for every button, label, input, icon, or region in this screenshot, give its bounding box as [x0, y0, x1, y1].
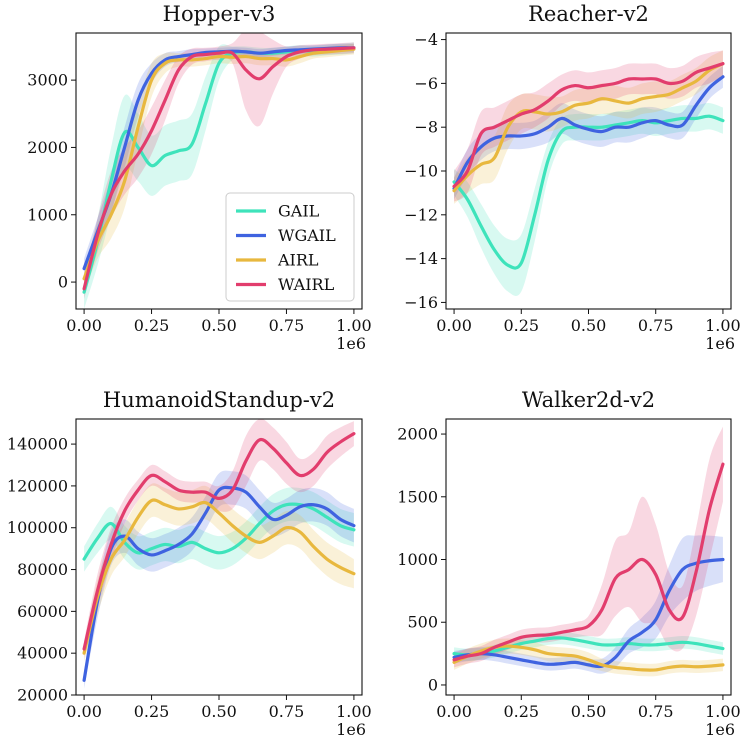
y-tick-label: 2000	[397, 425, 438, 444]
x-tick-label: 0.50	[571, 702, 607, 721]
y-tick-label: 1000	[397, 550, 438, 569]
series-line-wgail	[452, 75, 725, 191]
y-tick-label: −16	[404, 293, 438, 312]
y-tick-label: −8	[414, 118, 438, 137]
series-line-airl	[452, 62, 725, 193]
band-gail	[84, 42, 354, 309]
x-tick-label: 0.75	[269, 702, 305, 721]
series-line-wairl	[82, 432, 356, 651]
x-scale-label: 1e6	[705, 720, 735, 739]
x-tick-label: 0.25	[134, 702, 170, 721]
series-line-wairl	[452, 462, 725, 662]
x-scale-label: 1e6	[705, 334, 735, 353]
series-line-airl	[82, 498, 356, 655]
series-line-gail	[452, 114, 725, 270]
y-tick-label: 0	[428, 675, 438, 694]
y-tick-label: 3000	[27, 71, 68, 90]
x-tick-label: 0.25	[134, 316, 170, 335]
y-tick-label: 60000	[17, 602, 68, 621]
chart-title: Reacher-v2	[528, 2, 649, 26]
legend-box	[225, 192, 355, 302]
x-tick-label: 0.75	[638, 702, 674, 721]
y-tick-label: −10	[404, 162, 438, 181]
y-tick-label: −12	[404, 205, 438, 224]
band-gail	[454, 631, 723, 662]
x-tick-label: 0.00	[436, 702, 472, 721]
panel-humanoidstandup-v2: HumanoidStandup-v2 1e6 0.00 0.25 0.50 0.75 1…	[7, 388, 372, 739]
x-tick-label: 1.00	[705, 316, 741, 335]
x-tick-label: 1.00	[705, 702, 741, 721]
x-tick-label: 0.00	[66, 702, 102, 721]
plot-area	[82, 419, 356, 689]
series-line-wgail	[452, 557, 725, 669]
x-scale-label: 1e6	[336, 720, 366, 739]
plot-area	[82, 33, 356, 309]
y-tick-label: −4	[414, 30, 438, 49]
y-tick-label: 2000	[27, 138, 68, 157]
series-line-gail	[452, 636, 725, 657]
x-tick-label: 0.75	[638, 316, 674, 335]
band-wairl	[84, 33, 354, 299]
x-tick-label: 1.00	[336, 702, 372, 721]
band-wairl	[454, 50, 723, 202]
y-tick-label: 1500	[397, 487, 438, 506]
y-tick-label: 0	[58, 273, 68, 292]
y-tick-label: 1000	[27, 205, 68, 224]
legend-label-airl: AIRL	[277, 251, 319, 270]
y-tick-label: 120000	[7, 476, 68, 495]
x-tick-label: 0.25	[503, 316, 539, 335]
legend-label-gail: GAIL	[278, 202, 320, 221]
legend: GAIL WGAIL AIRL WAIRL	[225, 192, 355, 302]
band-wairl	[454, 426, 723, 668]
y-tick-label: 140000	[7, 435, 68, 454]
legend-label-wairl: WAIRL	[278, 275, 335, 294]
y-tick-label: 80000	[17, 560, 68, 579]
y-tick-label: 500	[407, 613, 438, 632]
x-tick-label: 0.00	[436, 316, 472, 335]
x-tick-label: 0.25	[503, 702, 539, 721]
panel-hopper-v3: Hopper-v3 1e6 0.00 0.25 0.50 0.75 1.00 0 1000 2…	[27, 2, 371, 353]
y-tick-label: 20000	[17, 686, 68, 705]
y-tick-label: 100000	[7, 518, 68, 537]
x-tick-label: 0.50	[571, 316, 607, 335]
x-tick-label: 0.00	[66, 316, 102, 335]
band-gail	[84, 487, 354, 572]
panel-walker2d-v2: Walker2d-v2 1e6 0.00 0.25 0.50 0.75 1.00 0 500…	[397, 388, 740, 739]
band-wgail	[84, 470, 354, 689]
chart-title: HumanoidStandup-v2	[103, 388, 335, 412]
x-tick-label: 0.75	[269, 316, 305, 335]
chart-title: Hopper-v3	[163, 2, 276, 26]
series-line-wairl	[452, 62, 725, 188]
x-tick-label: 0.50	[201, 702, 237, 721]
y-tick-label: 40000	[17, 644, 68, 663]
band-wgail	[454, 65, 723, 200]
plot-area	[452, 426, 725, 677]
series-line-wairl	[82, 46, 356, 291]
series-line-gail	[82, 502, 356, 561]
y-tick-label: −14	[404, 249, 438, 268]
band-wairl	[84, 419, 354, 658]
plot-area	[452, 50, 725, 296]
legend-label-wgail: WGAIL	[278, 226, 336, 245]
chart-title: Walker2d-v2	[522, 388, 655, 412]
x-tick-label: 0.50	[201, 316, 237, 335]
x-scale-label: 1e6	[336, 334, 366, 353]
band-airl	[454, 50, 723, 204]
x-tick-label: 1.00	[336, 316, 372, 335]
band-wgail	[454, 535, 723, 674]
panel-reacher-v2: Reacher-v2 1e6 0.00 0.25 0.50 0.75 1.00 −16 −1…	[404, 2, 741, 353]
y-tick-label: −6	[414, 74, 438, 93]
band-gail	[454, 103, 723, 296]
